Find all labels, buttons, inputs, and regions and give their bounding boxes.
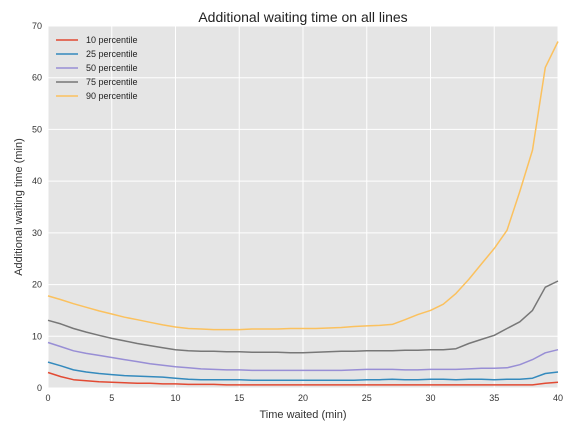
chart-title: Additional waiting time on all lines — [198, 9, 407, 25]
y-tick-label: 40 — [32, 176, 42, 186]
x-axis-label: Time waited (min) — [260, 409, 347, 421]
series-line-4 — [47, 280, 559, 354]
series-line-2 — [47, 361, 559, 381]
x-tick-label: 0 — [45, 393, 50, 403]
y-tick-label: 10 — [32, 331, 42, 341]
y-ticks: 0 10 20 30 40 50 60 70 — [32, 21, 42, 393]
x-tick-label: 30 — [425, 393, 435, 403]
y-tick-label: 20 — [32, 280, 42, 290]
y-tick-label: 60 — [32, 73, 42, 83]
grid-lines — [47, 25, 559, 389]
x-tick-label: 10 — [170, 393, 180, 403]
series-line-1 — [47, 371, 559, 386]
y-axis-label: Additional waiting time (min) — [13, 138, 25, 276]
y-tick-label: 50 — [32, 124, 42, 134]
legend-label: 25 percentile — [86, 49, 138, 59]
legend-label: 90 percentile — [86, 91, 138, 101]
y-tick-label: 30 — [32, 228, 42, 238]
x-tick-label: 40 — [553, 393, 563, 403]
x-tick-label: 5 — [109, 393, 114, 403]
legend-label: 50 percentile — [86, 63, 138, 73]
x-ticks: 0 5 10 15 20 25 30 35 40 — [45, 393, 563, 403]
y-tick-label: 70 — [32, 21, 42, 31]
legend: 10 percentile 25 percentile 50 percentile 7… — [56, 35, 138, 101]
x-tick-label: 20 — [298, 393, 308, 403]
y-tick-label: 0 — [37, 383, 42, 393]
x-tick-label: 35 — [489, 393, 499, 403]
x-tick-label: 25 — [362, 393, 372, 403]
legend-label: 10 percentile — [86, 35, 138, 45]
series-lines — [47, 41, 559, 386]
x-tick-label: 15 — [234, 393, 244, 403]
series-line-5 — [47, 41, 559, 331]
legend-label: 75 percentile — [86, 77, 138, 87]
series-line-3 — [47, 341, 559, 372]
